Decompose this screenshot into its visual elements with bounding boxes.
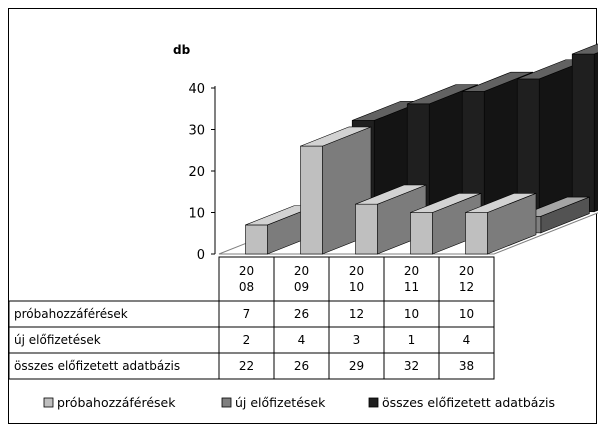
category-label: 20 — [294, 264, 309, 278]
bar — [355, 203, 378, 255]
legend-swatch — [43, 397, 54, 408]
category-label: 10 — [349, 280, 364, 294]
y-tick-label: 30 — [188, 124, 205, 139]
table-row-label: próbahozzáférések — [14, 307, 128, 321]
y-tick-label: 0 — [197, 248, 205, 263]
table-value: 4 — [298, 333, 306, 347]
y-tick-label: 40 — [188, 82, 205, 97]
y-tick-label: 10 — [188, 207, 205, 222]
bar-top — [407, 84, 478, 105]
category-label: 09 — [294, 280, 309, 294]
table-value: 10 — [459, 307, 474, 321]
legend-swatch — [221, 397, 232, 408]
table-row-label: új előfizetések — [14, 333, 101, 347]
bar — [571, 53, 595, 213]
bar — [245, 224, 268, 255]
bar-top — [300, 126, 372, 147]
y-tick-label: 20 — [188, 165, 205, 180]
bar — [516, 78, 540, 213]
table-value: 22 — [239, 359, 254, 373]
table-value: 10 — [404, 307, 419, 321]
bar-top — [355, 184, 427, 205]
category-label: 20 — [239, 264, 254, 278]
chart-canvas: 010203040db20082009201020112012próbahozz… — [9, 43, 598, 410]
chart-frame: 0 10 20 30 40 db 20 08 20 09 20 10 20 11 20 12 próbahozz… — [8, 8, 598, 424]
table-cell — [438, 352, 495, 380]
legend-label: új előfizetések — [235, 395, 326, 410]
bar-top — [465, 193, 537, 213]
category-label: 12 — [459, 280, 474, 294]
legend-label: összes előfizetett adatbázis — [382, 395, 555, 410]
table-value: 26 — [294, 359, 309, 373]
table-value: 3 — [353, 333, 361, 347]
bar — [410, 212, 433, 255]
table-value: 38 — [459, 359, 474, 373]
table-value: 26 — [294, 307, 309, 321]
bar-side — [593, 52, 598, 213]
table-value: 2 — [243, 333, 251, 347]
table-value: 1 — [408, 333, 416, 347]
table-value: 29 — [349, 359, 364, 373]
category-label: 20 — [404, 264, 419, 278]
bar-top — [462, 71, 533, 92]
table-value: 32 — [404, 359, 419, 373]
table-value: 4 — [463, 333, 471, 347]
category-label: 08 — [239, 280, 254, 294]
category-label: 11 — [404, 280, 419, 294]
table-value: 7 — [243, 307, 251, 321]
bar-top — [410, 193, 482, 213]
category-label: 20 — [459, 264, 474, 278]
legend-swatch — [368, 397, 379, 408]
table-value: 12 — [349, 307, 364, 321]
table-row-label: összes előfizetett adatbázis — [14, 359, 180, 373]
legend-label: próbahozzáférések — [57, 395, 176, 410]
bar — [465, 212, 488, 255]
bar — [300, 145, 323, 255]
category-label: 20 — [349, 264, 364, 278]
y-axis-title: db — [173, 43, 191, 57]
bar-top — [572, 43, 598, 55]
